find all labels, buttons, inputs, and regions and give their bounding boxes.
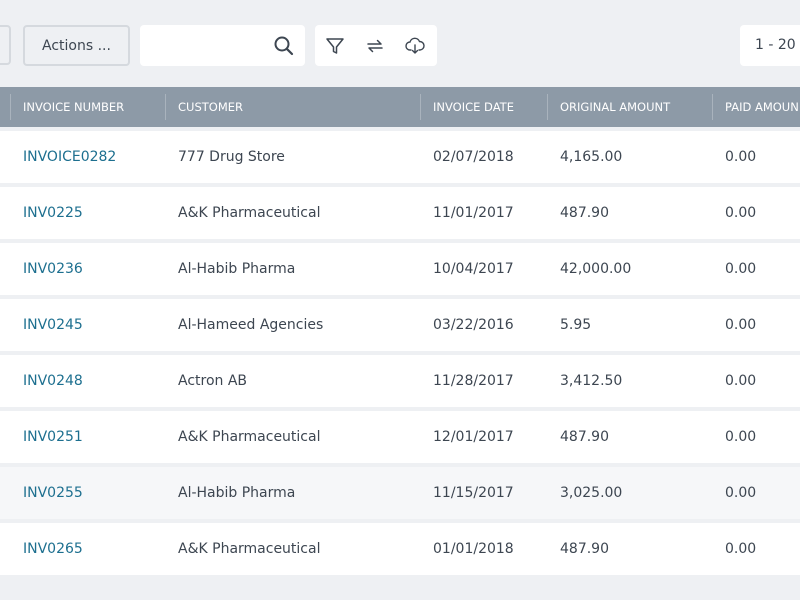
table-row[interactable]: INV0248 Actron AB 11/28/2017 3,412.50 0.… — [0, 355, 800, 407]
invoice-date-cell: 03/22/2016 — [433, 317, 514, 333]
column-header-paid-amount[interactable]: PAID AMOUN — [725, 100, 799, 114]
invoice-date-cell: 12/01/2017 — [433, 429, 514, 445]
customer-cell: A&K Pharmaceutical — [178, 205, 321, 221]
column-header-original-amount[interactable]: ORIGINAL AMOUNT — [560, 100, 671, 114]
column-header-customer[interactable]: CUSTOMER — [178, 100, 244, 114]
table-row[interactable]: INVOICE0282 777 Drug Store 02/07/2018 4,… — [0, 131, 800, 183]
invoice-number-link[interactable]: INVOICE0282 — [23, 149, 117, 165]
paid-amount-cell: 0.00 — [725, 429, 757, 445]
paid-amount-cell: 0.00 — [725, 317, 757, 333]
customer-cell: A&K Pharmaceutical — [178, 429, 321, 445]
paid-amount-cell: 0.00 — [725, 373, 757, 389]
table-row[interactable]: INV0225 A&K Pharmaceutical 11/01/2017 48… — [0, 187, 800, 239]
toolbar-icon-group — [315, 25, 437, 66]
invoice-number-link[interactable]: INV0265 — [23, 541, 83, 557]
invoice-date-cell: 02/07/2018 — [433, 149, 514, 165]
column-separator[interactable] — [420, 94, 421, 120]
paid-amount-cell: 0.00 — [725, 205, 757, 221]
download-button[interactable] — [395, 25, 435, 66]
paid-amount-cell: 0.00 — [725, 149, 757, 165]
refresh-button[interactable] — [355, 25, 395, 66]
invoice-date-cell: 10/04/2017 — [433, 261, 514, 277]
invoice-number-link[interactable]: INV0251 — [23, 429, 83, 445]
original-amount-cell: 487.90 — [560, 429, 609, 445]
invoice-number-link[interactable]: INV0236 — [23, 261, 83, 277]
download-cloud-icon — [405, 37, 425, 54]
invoice-number-link[interactable]: INV0245 — [23, 317, 83, 333]
original-amount-cell: 3,025.00 — [560, 485, 623, 501]
original-amount-cell: 487.90 — [560, 541, 609, 557]
customer-cell: Al-Hameed Agencies — [178, 317, 324, 333]
table-row[interactable]: INV0236 Al-Habib Pharma 10/04/2017 42,00… — [0, 243, 800, 295]
column-separator[interactable] — [10, 94, 11, 120]
filter-icon — [326, 37, 344, 54]
table-row[interactable]: INV0265 A&K Pharmaceutical 01/01/2018 48… — [0, 523, 800, 575]
filter-button[interactable] — [315, 25, 355, 66]
original-amount-cell: 4,165.00 — [560, 149, 623, 165]
toolbar-partial-button[interactable] — [0, 25, 11, 65]
customer-cell: A&K Pharmaceutical — [178, 541, 321, 557]
invoice-number-link[interactable]: INV0225 — [23, 205, 83, 221]
invoice-date-cell: 11/28/2017 — [433, 373, 514, 389]
column-separator[interactable] — [547, 94, 548, 120]
column-header-invoice-date[interactable]: INVOICE DATE — [433, 100, 514, 114]
invoice-date-cell: 11/15/2017 — [433, 485, 514, 501]
original-amount-cell: 487.90 — [560, 205, 609, 221]
toolbar: Actions ... 1 - 20 o — [0, 0, 800, 87]
paid-amount-cell: 0.00 — [725, 541, 757, 557]
actions-button[interactable]: Actions ... — [23, 25, 130, 66]
paid-amount-cell: 0.00 — [725, 485, 757, 501]
invoice-date-cell: 01/01/2018 — [433, 541, 514, 557]
table-row[interactable]: INV0251 A&K Pharmaceutical 12/01/2017 48… — [0, 411, 800, 463]
column-separator[interactable] — [165, 94, 166, 120]
original-amount-cell: 5.95 — [560, 317, 592, 333]
original-amount-cell: 42,000.00 — [560, 261, 632, 277]
customer-cell: 777 Drug Store — [178, 149, 285, 165]
customer-cell: Actron AB — [178, 373, 248, 389]
table-row[interactable]: INV0255 Al-Habib Pharma 11/15/2017 3,025… — [0, 467, 800, 519]
invoice-number-link[interactable]: INV0255 — [23, 485, 83, 501]
paid-amount-cell: 0.00 — [725, 261, 757, 277]
invoice-number-link[interactable]: INV0248 — [23, 373, 83, 389]
sync-icon — [367, 39, 383, 52]
search-input[interactable] — [148, 33, 267, 60]
table-header: INVOICE NUMBER CUSTOMER INVOICE DATE ORI… — [0, 87, 800, 127]
column-header-invoice-number[interactable]: INVOICE NUMBER — [23, 100, 125, 114]
original-amount-cell: 3,412.50 — [560, 373, 623, 389]
pagination-range: 1 - 20 o — [740, 25, 800, 66]
table-row[interactable]: INV0245 Al-Hameed Agencies 03/22/2016 5.… — [0, 299, 800, 351]
search-icon[interactable] — [273, 35, 295, 57]
column-separator[interactable] — [712, 94, 713, 120]
customer-cell: Al-Habib Pharma — [178, 261, 296, 277]
customer-cell: Al-Habib Pharma — [178, 485, 296, 501]
search-box — [140, 25, 305, 66]
invoice-date-cell: 11/01/2017 — [433, 205, 514, 221]
